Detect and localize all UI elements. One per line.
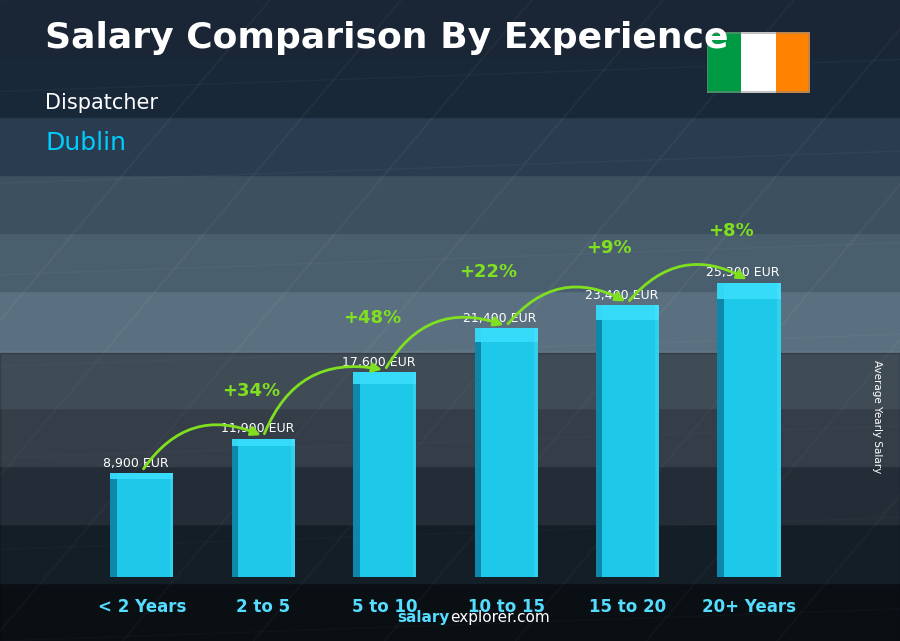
- Text: 11,900 EUR: 11,900 EUR: [220, 422, 294, 435]
- Bar: [474, 328, 538, 342]
- Text: 17,600 EUR: 17,600 EUR: [342, 356, 416, 369]
- Text: 23,400 EUR: 23,400 EUR: [585, 288, 658, 301]
- Bar: [232, 438, 295, 577]
- Bar: [232, 438, 239, 577]
- Bar: [777, 283, 780, 577]
- Bar: [291, 438, 295, 577]
- Bar: [655, 305, 659, 577]
- Bar: [353, 372, 417, 384]
- Bar: [170, 474, 174, 577]
- Text: +34%: +34%: [222, 382, 280, 400]
- Bar: [776, 32, 810, 93]
- Text: Salary Comparison By Experience: Salary Comparison By Experience: [45, 21, 728, 54]
- Text: 25,300 EUR: 25,300 EUR: [706, 267, 779, 279]
- Text: +8%: +8%: [708, 222, 753, 240]
- Bar: [111, 474, 174, 577]
- Text: 8,900 EUR: 8,900 EUR: [103, 457, 168, 470]
- Text: +48%: +48%: [344, 309, 401, 327]
- Text: +22%: +22%: [459, 263, 518, 281]
- Bar: [232, 438, 295, 446]
- Bar: [741, 32, 776, 93]
- Bar: [534, 328, 538, 577]
- Bar: [717, 283, 780, 299]
- Bar: [706, 32, 708, 93]
- Text: Dublin: Dublin: [45, 131, 126, 155]
- Text: 10 to 15: 10 to 15: [468, 598, 544, 616]
- Bar: [706, 32, 741, 93]
- Bar: [111, 474, 117, 577]
- Text: Average Yearly Salary: Average Yearly Salary: [872, 360, 883, 473]
- Bar: [596, 305, 602, 577]
- Text: Dispatcher: Dispatcher: [45, 93, 158, 113]
- Bar: [596, 305, 659, 577]
- Bar: [412, 372, 417, 577]
- Bar: [717, 283, 780, 577]
- Text: < 2 Years: < 2 Years: [98, 598, 186, 616]
- Bar: [706, 90, 810, 93]
- Text: explorer.com: explorer.com: [450, 610, 550, 625]
- Bar: [717, 283, 724, 577]
- Text: 20+ Years: 20+ Years: [702, 598, 796, 616]
- Bar: [353, 372, 359, 577]
- Bar: [353, 372, 417, 577]
- Bar: [596, 305, 659, 320]
- Text: 5 to 10: 5 to 10: [352, 598, 418, 616]
- Text: 2 to 5: 2 to 5: [237, 598, 291, 616]
- Bar: [111, 474, 174, 479]
- Text: 15 to 20: 15 to 20: [590, 598, 666, 616]
- Bar: [706, 32, 810, 35]
- Text: 21,400 EUR: 21,400 EUR: [464, 312, 536, 325]
- Bar: [808, 32, 810, 93]
- Text: salary: salary: [398, 610, 450, 625]
- Text: +9%: +9%: [587, 239, 632, 258]
- Bar: [474, 328, 538, 577]
- Bar: [474, 328, 481, 577]
